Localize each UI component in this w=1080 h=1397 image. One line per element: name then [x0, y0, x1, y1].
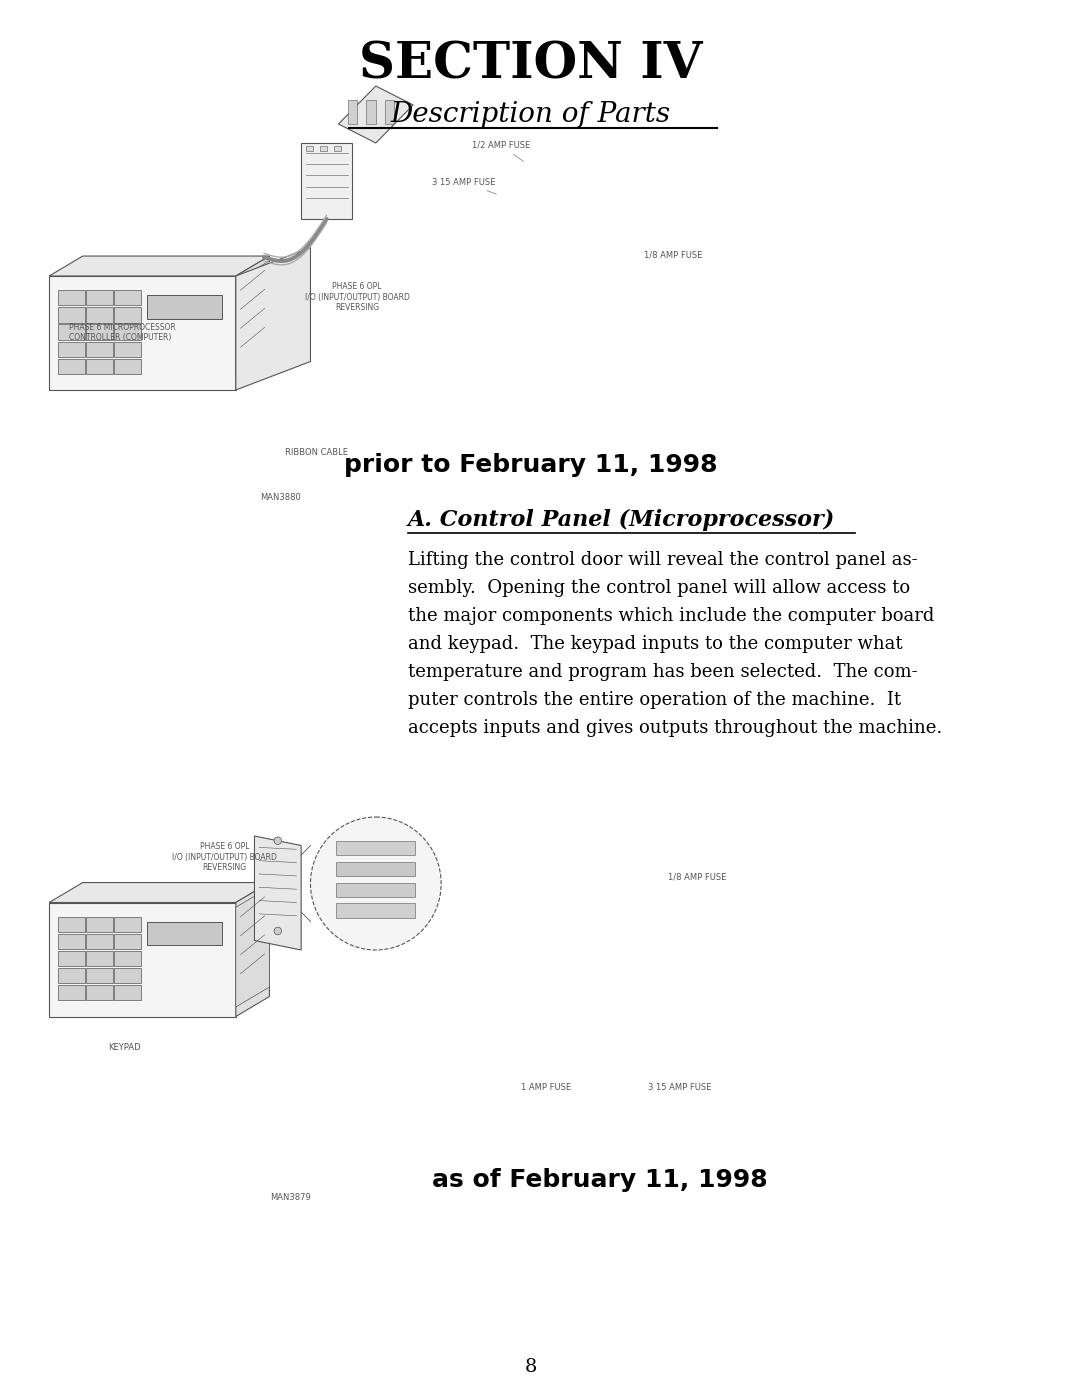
Bar: [114, 359, 140, 374]
Bar: [114, 291, 140, 306]
Bar: [58, 951, 84, 967]
Bar: [114, 916, 140, 932]
Polygon shape: [338, 87, 414, 142]
Bar: [58, 985, 84, 1000]
Bar: [336, 883, 416, 897]
Bar: [114, 933, 140, 949]
Polygon shape: [235, 261, 269, 380]
Bar: [86, 341, 112, 356]
Bar: [86, 324, 112, 339]
Bar: [58, 324, 84, 339]
Bar: [320, 145, 327, 151]
Text: A. Control Panel (Microprocessor): A. Control Panel (Microprocessor): [408, 509, 835, 531]
Bar: [114, 985, 140, 1000]
Text: 3 15 AMP FUSE: 3 15 AMP FUSE: [648, 1083, 712, 1092]
Bar: [114, 307, 140, 323]
Text: the major components which include the computer board: the major components which include the c…: [408, 608, 934, 624]
Bar: [366, 101, 376, 124]
Bar: [58, 359, 84, 374]
Bar: [348, 101, 357, 124]
Text: RIBBON CABLE: RIBBON CABLE: [285, 448, 348, 457]
Bar: [147, 922, 221, 946]
Text: PHASE 6 MICROPROCESSOR
CONTROLLER (COMPUTER): PHASE 6 MICROPROCESSOR CONTROLLER (COMPU…: [69, 323, 176, 342]
Text: KEYPAD: KEYPAD: [108, 1044, 140, 1052]
Bar: [114, 951, 140, 967]
Circle shape: [310, 817, 441, 950]
Bar: [86, 951, 112, 967]
Bar: [58, 916, 84, 932]
Bar: [58, 307, 84, 323]
Bar: [86, 933, 112, 949]
Bar: [336, 841, 416, 855]
Bar: [114, 341, 140, 356]
Text: puter controls the entire operation of the machine.  It: puter controls the entire operation of t…: [408, 692, 901, 710]
Polygon shape: [49, 277, 235, 390]
Bar: [86, 359, 112, 374]
Circle shape: [274, 928, 282, 935]
Text: 1/8 AMP FUSE: 1/8 AMP FUSE: [644, 251, 702, 260]
Text: and keypad.  The keypad inputs to the computer what: and keypad. The keypad inputs to the com…: [408, 636, 903, 652]
Polygon shape: [235, 247, 310, 390]
Bar: [336, 862, 416, 876]
Text: PHASE 6 OPL
I/O (INPUT/OUTPUT) BOARD
REVERSING: PHASE 6 OPL I/O (INPUT/OUTPUT) BOARD REV…: [305, 282, 409, 312]
Bar: [86, 916, 112, 932]
Text: 3 15 AMP FUSE: 3 15 AMP FUSE: [432, 177, 497, 194]
Polygon shape: [235, 883, 269, 1017]
Bar: [386, 101, 394, 124]
Text: 1 AMP FUSE: 1 AMP FUSE: [521, 1083, 571, 1092]
Bar: [86, 985, 112, 1000]
Bar: [58, 933, 84, 949]
Bar: [334, 145, 341, 151]
Bar: [86, 291, 112, 306]
Polygon shape: [235, 256, 269, 390]
Text: SECTION IV: SECTION IV: [359, 41, 702, 89]
Bar: [86, 307, 112, 323]
Text: PHASE 6 OPL
I/O (INPUT/OUTPUT) BOARD
REVERSING: PHASE 6 OPL I/O (INPUT/OUTPUT) BOARD REV…: [172, 842, 276, 872]
Bar: [114, 968, 140, 983]
Text: accepts inputs and gives outputs throughout the machine.: accepts inputs and gives outputs through…: [408, 719, 942, 738]
Text: Lifting the control door will reveal the control panel as-: Lifting the control door will reveal the…: [408, 550, 917, 569]
Bar: [58, 341, 84, 356]
Text: sembly.  Opening the control panel will allow access to: sembly. Opening the control panel will a…: [408, 578, 909, 597]
Text: prior to February 11, 1998: prior to February 11, 1998: [343, 453, 717, 476]
Text: as of February 11, 1998: as of February 11, 1998: [432, 1168, 767, 1192]
Text: 1/2 AMP FUSE: 1/2 AMP FUSE: [472, 141, 530, 162]
Text: temperature and program has been selected.  The com-: temperature and program has been selecte…: [408, 664, 917, 680]
Polygon shape: [49, 902, 235, 1017]
Bar: [147, 295, 221, 319]
Circle shape: [274, 837, 282, 845]
Text: Description of Parts: Description of Parts: [391, 102, 671, 129]
Polygon shape: [255, 835, 301, 950]
Polygon shape: [49, 883, 269, 902]
Polygon shape: [235, 887, 269, 1007]
Bar: [114, 324, 140, 339]
Bar: [306, 145, 313, 151]
Text: 1/8 AMP FUSE: 1/8 AMP FUSE: [669, 873, 727, 882]
Text: 8: 8: [525, 1358, 537, 1376]
Bar: [58, 968, 84, 983]
Text: MAN3880: MAN3880: [260, 493, 301, 502]
Polygon shape: [49, 256, 269, 277]
Bar: [86, 968, 112, 983]
Bar: [58, 291, 84, 306]
Polygon shape: [301, 142, 352, 219]
Text: MAN3879: MAN3879: [270, 1193, 311, 1201]
Bar: [336, 904, 416, 918]
